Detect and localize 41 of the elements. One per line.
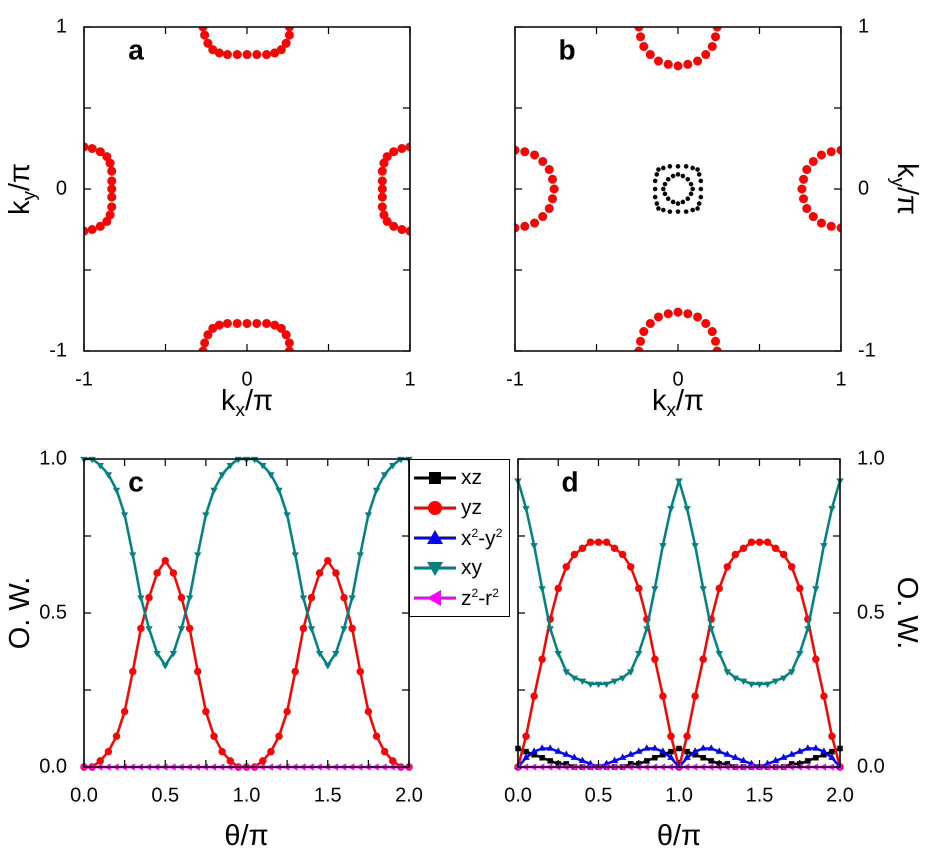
x-tick-label: 2.0 bbox=[826, 784, 854, 807]
x-tick-label: 0.0 bbox=[70, 784, 98, 807]
y2-tick-label: 0.0 bbox=[857, 756, 885, 778]
legend-label: xy bbox=[461, 556, 482, 580]
y-tick-label: 1.0 bbox=[39, 448, 67, 470]
legend-label: xz bbox=[461, 466, 482, 490]
y-tick-label: -1 bbox=[49, 340, 67, 362]
y-tick-label: 0.5 bbox=[39, 602, 67, 624]
x-axis-title: θ/π bbox=[224, 820, 269, 852]
x-axis-title: θ/π bbox=[656, 820, 702, 852]
x-tick-label: 0.5 bbox=[584, 784, 612, 807]
legend-label: yz bbox=[461, 496, 482, 520]
x-tick-label: 0.0 bbox=[504, 784, 532, 807]
y2-axis-title: O. W. bbox=[891, 576, 923, 650]
x-tick-label: 1 bbox=[404, 368, 416, 391]
y-tick-label: 0 bbox=[56, 178, 67, 200]
x-tick-label: -1 bbox=[75, 368, 93, 391]
y2-axis-title: ky/π bbox=[887, 162, 923, 216]
x-tick-label: 1.5 bbox=[314, 784, 342, 807]
x-tick-label: 2.0 bbox=[395, 784, 423, 807]
x-tick-label: 1.0 bbox=[665, 784, 693, 807]
y-tick-label: 1 bbox=[56, 16, 67, 38]
x-tick-label: 0.5 bbox=[151, 784, 180, 807]
annotation: b bbox=[558, 34, 576, 66]
annotation: c bbox=[128, 466, 144, 498]
y2-tick-label: -1 bbox=[858, 340, 876, 362]
y2-tick-label: 1.0 bbox=[857, 448, 885, 470]
x-tick-label: -1 bbox=[506, 368, 524, 391]
legend-label: z$^{2}$-r$^{2}$ bbox=[461, 586, 499, 610]
y2-tick-label: 1 bbox=[858, 16, 870, 38]
y2-tick-label: 0.5 bbox=[857, 602, 885, 624]
y-axis-title: ky/π bbox=[4, 162, 40, 216]
legend-label: x$^{2}$-y$^{2}$ bbox=[461, 526, 502, 550]
y-tick-label: 0.0 bbox=[39, 756, 67, 778]
y-axis-title: O. W. bbox=[4, 576, 36, 650]
x-tick-label: 1 bbox=[835, 368, 847, 391]
annotation: d bbox=[561, 466, 579, 498]
x-tick-label: 1.5 bbox=[746, 784, 774, 807]
x-tick-label: 1.0 bbox=[232, 784, 260, 807]
y2-tick-label: 0 bbox=[858, 178, 870, 200]
annotation: a bbox=[128, 34, 144, 66]
